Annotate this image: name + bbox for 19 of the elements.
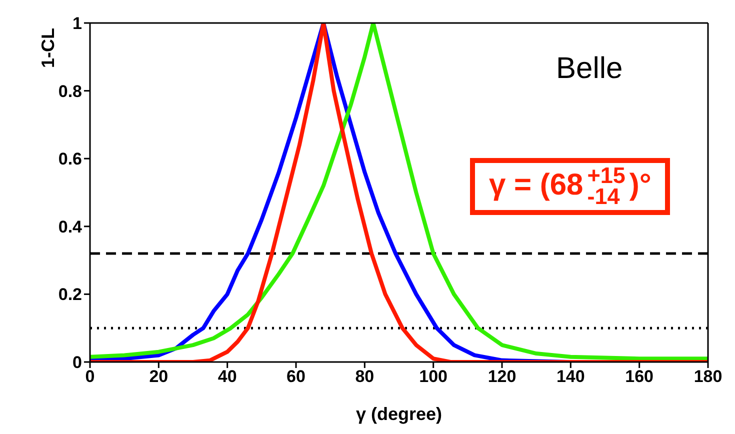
- x-tick-label: 160: [625, 367, 654, 386]
- x-tick-label: 140: [556, 367, 585, 386]
- y-tick-label: 0.2: [58, 285, 82, 304]
- y-tick-label: 0.4: [58, 217, 83, 236]
- y-tick-label: 0.6: [58, 150, 82, 169]
- y-tick-label: 0.8: [58, 82, 82, 101]
- x-axis-title: γ (degree): [356, 404, 442, 424]
- x-tick-label: 20: [149, 367, 168, 386]
- annotation: Belle: [556, 52, 623, 85]
- x-tick-label: 100: [419, 367, 448, 386]
- y-tick-label: 0: [72, 353, 82, 372]
- x-tick-label: 120: [488, 367, 516, 386]
- x-tick-label: 0: [85, 367, 95, 386]
- x-tick-label: 60: [286, 367, 306, 386]
- x-tick-label: 180: [694, 367, 722, 386]
- y-axis-title: 1-CL: [38, 28, 58, 68]
- x-tick-label: 40: [218, 367, 237, 386]
- x-tick-label: 80: [355, 367, 374, 386]
- y-tick-label: 1: [72, 14, 82, 34]
